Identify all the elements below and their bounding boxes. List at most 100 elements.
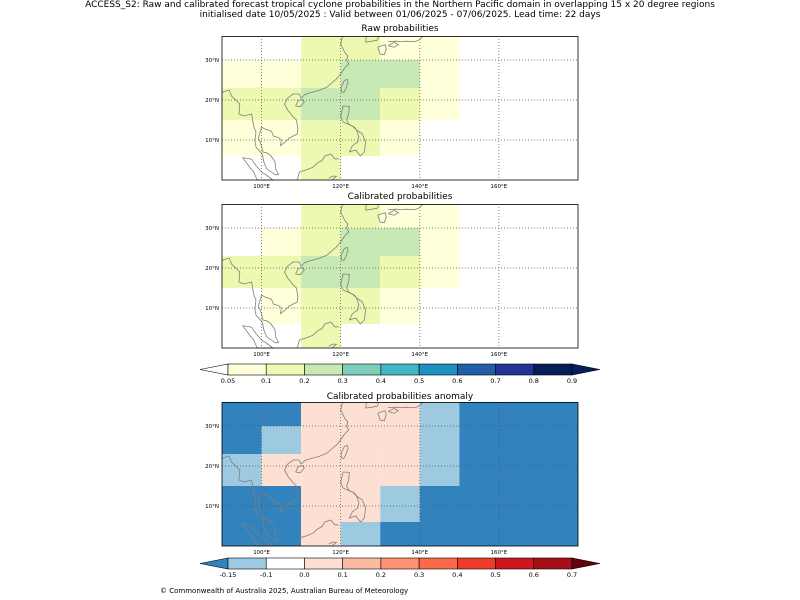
anomaly-colorbar-tick-label: 0.1 [337,571,347,579]
longitude-tick-label: 100°E [253,352,270,358]
raw-probability-cell [419,60,460,88]
map-frame [221,204,579,349]
longitude-tick-label: 140°E [411,550,428,556]
calibrated-probabilities-map: 100°E 120°E 140°E 160°E 10°N 20°N 30°N [205,204,579,358]
anomaly-cell [222,402,262,426]
anomaly-colorbar: -0.15 -0.1 0.0 0.1 0.2 0.3 0.4 0.5 0.6 0.7 [199,557,601,579]
anomaly-map: 100°E 120°E 140°E 160°E 10°N 20°N 30°N [205,402,579,556]
probability-colorbar-tick-label: 0.7 [490,377,500,385]
longitude-tick-label: 120°E [332,550,349,556]
raw-probability-cell [222,88,302,120]
probability-colorbar-swatch [533,363,573,376]
probability-colorbar: 0.05 0.1 0.2 0.3 0.4 0.5 0.6 0.7 0.8 0.9 [199,363,601,385]
calibrated-probability-cell [380,288,420,324]
latitude-tick-label: 10°N [205,138,219,144]
probability-colorbar-tick-label: 0.6 [452,377,462,385]
latitude-tick-label: 20°N [205,98,219,104]
anomaly-colorbar-swatch [457,557,496,570]
calibrated-probability-cell [261,288,302,324]
anomaly-panel-title: Calibrated probabilities anomaly [326,392,474,402]
longitude-tick-label: 120°E [332,352,349,358]
anomaly-colorbar-tick-label: 0.2 [376,571,386,579]
anomaly-colorbar-swatch [380,557,420,570]
anomaly-cell [419,426,460,454]
anomaly-cell [261,426,302,454]
longitude-tick-label: 140°E [411,352,428,358]
latitude-tick-label: 10°N [205,306,219,312]
probability-colorbar-tick-label: 0.8 [529,377,539,385]
anomaly-cell [222,426,262,454]
anomaly-cell [261,454,302,486]
probability-colorbar-swatch [418,363,458,376]
calibrated-panel-title: Calibrated probabilities [347,192,453,202]
raw-probability-cell [419,88,460,120]
probability-colorbar-tick-label: 0.05 [221,377,235,385]
anomaly-colorbar-swatch [304,557,343,570]
probability-colorbar-swatch [457,363,496,376]
anomaly-cell [301,402,420,426]
calibrated-probability-cell [261,228,302,256]
calibrated-probability-cell [222,256,302,288]
longitude-tick-label: 140°E [411,184,428,190]
figure-title-line-2: initialised date 10/05/2025 : Valid betw… [199,10,601,20]
anomaly-cell [340,426,420,454]
coastline [221,204,424,349]
longitude-tick-label: 160°E [491,550,508,556]
raw-probability-cell [340,60,420,88]
probability-colorbar-tick-label: 0.3 [337,377,347,385]
probability-colorbar-tick-label: 0.5 [414,377,424,385]
anomaly-colorbar-tick-label: 0.3 [414,571,424,579]
anomaly-colorbar-swatch [265,557,305,570]
raw-panel-title: Raw probabilities [361,24,439,34]
probability-colorbar-swatch [304,363,343,376]
latitude-tick-label: 30°N [205,226,219,232]
raw-probability-cell [222,60,302,88]
longitude-tick-label: 100°E [253,184,270,190]
latitude-tick-label: 20°N [205,464,219,470]
anomaly-colorbar-swatch [533,557,573,570]
anomaly-cell [261,402,302,426]
map-frame [221,36,579,181]
calibrated-probability-cell [419,228,460,256]
anomaly-colorbar-tick-label: 0.5 [490,571,500,579]
anomaly-cell [222,454,262,486]
calibrated-probability-cell [419,256,460,288]
anomaly-cell [419,402,460,426]
figure-title-line-1: ACCESS_S2: Raw and calibrated forecast t… [85,0,715,10]
coastline [221,402,424,547]
anomaly-cell [459,454,578,486]
anomaly-cell [459,426,578,454]
probability-colorbar-swatch [265,363,305,376]
anomaly-cell [459,402,578,426]
longitude-tick-label: 160°E [491,352,508,358]
anomaly-colorbar-swatch [342,557,382,570]
longitude-tick-label: 160°E [491,184,508,190]
anomaly-colorbar-tick-label: -0.1 [260,571,273,579]
anomaly-colorbar-swatch [495,557,535,570]
anomaly-colorbar-tick-label: 0.6 [529,571,539,579]
latitude-tick-label: 30°N [205,58,219,64]
probability-colorbar-swatch [227,363,267,376]
longitude-tick-label: 120°E [332,184,349,190]
anomaly-colorbar-tick-label: 0.4 [452,571,462,579]
anomaly-cell [340,522,381,546]
anomaly-cell [380,522,578,546]
anomaly-colorbar-under-extension [199,557,229,570]
probability-colorbar-under-extension [199,363,229,376]
anomaly-colorbar-tick-label: 0.0 [299,571,309,579]
anomaly-colorbar-over-extension [571,557,601,570]
longitude-tick-label: 100°E [253,550,270,556]
probability-colorbar-tick-label: 0.2 [299,377,309,385]
raw-probability-cell [380,120,420,156]
anomaly-cell [301,426,341,454]
anomaly-colorbar-tick-label: -0.15 [220,571,237,579]
copyright-notice: © Commonwealth of Australia 2025, Austra… [160,587,409,595]
calibrated-probability-cell [340,228,420,256]
calibrated-probability-cell [380,256,420,288]
anomaly-colorbar-swatch [418,557,458,570]
raw-probabilities-map: 100°E 120°E 140°E 160°E 10°N 20°N 30°N [205,36,579,190]
raw-probability-cell [380,88,420,120]
probability-colorbar-tick-label: 0.9 [567,377,577,385]
anomaly-colorbar-swatch [227,557,267,570]
anomaly-cell [419,454,460,486]
